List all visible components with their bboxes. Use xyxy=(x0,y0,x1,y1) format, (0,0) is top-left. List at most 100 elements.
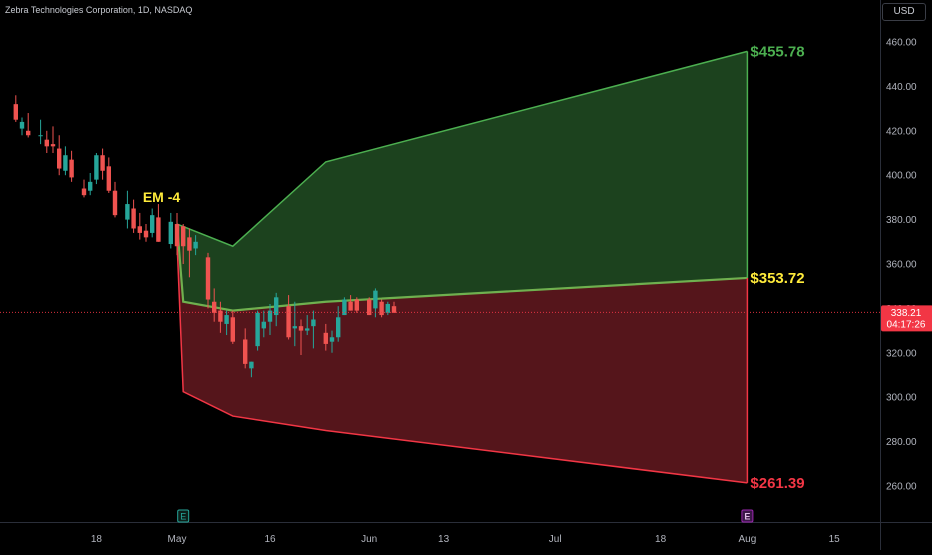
candle xyxy=(292,301,297,347)
level-label: $353.72 xyxy=(750,270,804,287)
candle xyxy=(274,292,279,327)
candle xyxy=(218,301,223,333)
candle-body xyxy=(336,317,341,338)
expected-move-bands xyxy=(175,50,749,484)
earnings-event-letter: E xyxy=(180,512,186,522)
candle-body xyxy=(267,310,273,322)
earnings-event-icon[interactable]: E xyxy=(177,509,190,523)
candle xyxy=(336,306,341,342)
candle-body xyxy=(249,361,254,369)
candle-body xyxy=(311,319,316,327)
candle-body xyxy=(125,204,130,220)
upper-band-top-line xyxy=(176,50,748,248)
earnings-event-icon[interactable]: E xyxy=(741,509,754,523)
candle xyxy=(156,204,161,242)
candle-body xyxy=(367,299,372,316)
candle-body xyxy=(286,306,291,338)
candle xyxy=(311,310,316,349)
candle xyxy=(243,328,248,369)
x-tick-label: 13 xyxy=(438,534,450,545)
candle-body xyxy=(205,257,211,300)
candle-body xyxy=(63,155,68,171)
candle-body xyxy=(112,190,118,216)
x-axis: 18 May 16 Jun 13 Jul 18 Aug 15 E E xyxy=(0,509,932,545)
candle-body xyxy=(19,121,25,129)
candle xyxy=(391,301,397,313)
candle xyxy=(181,224,186,264)
x-tick-label: Jul xyxy=(549,534,562,545)
candle-body xyxy=(379,301,384,316)
earnings-event-letter: E xyxy=(744,512,750,522)
price-badge-background xyxy=(881,305,932,332)
candle-body xyxy=(150,215,155,233)
candle xyxy=(230,310,235,344)
candle-body xyxy=(243,339,248,364)
y-tick-label: 380.00 xyxy=(886,215,917,226)
candle xyxy=(255,310,260,351)
y-tick-label: 300.00 xyxy=(886,393,917,404)
candle xyxy=(106,157,111,193)
y-tick-label: 360.00 xyxy=(886,260,917,271)
price-badge-countdown: 04:17:26 xyxy=(887,319,926,330)
level-label: $261.39 xyxy=(750,475,804,492)
symbol-title: Zebra Technologies Corporation, 1D, NASD… xyxy=(5,5,193,15)
candle xyxy=(13,95,18,122)
candle xyxy=(131,199,136,233)
candle xyxy=(323,323,328,351)
candle xyxy=(150,208,155,238)
candle xyxy=(267,303,273,336)
candle-body xyxy=(373,290,378,309)
candle xyxy=(298,319,304,356)
candle xyxy=(348,295,353,311)
candle xyxy=(88,172,93,196)
candle-body xyxy=(218,310,223,322)
candle-body xyxy=(100,155,105,171)
lower-band-area xyxy=(177,224,748,483)
candle-body xyxy=(255,312,260,347)
candle-body xyxy=(323,332,328,344)
candle-body xyxy=(50,144,56,147)
candle xyxy=(50,126,56,153)
candle xyxy=(249,361,254,378)
candle xyxy=(81,179,87,198)
candle-body xyxy=(298,326,304,331)
candle-body xyxy=(106,166,111,191)
overlays: EM -4 $455.78 $353.72 $261.39 xyxy=(0,43,880,492)
candle-body xyxy=(88,181,93,191)
currency-button[interactable]: USD xyxy=(882,3,926,21)
price-badge-price: 338.21 xyxy=(891,308,922,319)
upper-band-area xyxy=(177,51,748,311)
candle xyxy=(187,228,192,278)
candle-body xyxy=(69,159,74,178)
x-tick-label: 18 xyxy=(655,534,667,545)
level-label: $455.78 xyxy=(750,43,804,60)
candle xyxy=(137,212,142,240)
candle xyxy=(193,235,198,256)
candle xyxy=(342,297,347,316)
candle xyxy=(143,224,149,242)
candle xyxy=(26,113,31,138)
earnings-event-box xyxy=(741,509,754,523)
candle xyxy=(57,135,62,176)
candle-body xyxy=(193,241,198,249)
candle-body xyxy=(230,317,235,342)
candle-body xyxy=(224,315,229,324)
candle-body xyxy=(391,306,397,313)
candle-body xyxy=(348,301,353,311)
candle xyxy=(354,297,359,313)
x-tick-label: 18 xyxy=(91,534,103,545)
x-tick-label: 16 xyxy=(264,534,276,545)
candle-body xyxy=(137,226,142,233)
y-tick-label: 320.00 xyxy=(886,348,917,359)
earnings-event-box xyxy=(177,509,190,523)
candle xyxy=(100,148,105,180)
candle xyxy=(94,153,99,185)
candle xyxy=(19,117,25,136)
candle xyxy=(305,315,310,336)
candle xyxy=(168,212,173,249)
y-axis: 460.00440.00420.00400.00380.00360.00340.… xyxy=(880,0,932,550)
candle xyxy=(38,119,43,145)
